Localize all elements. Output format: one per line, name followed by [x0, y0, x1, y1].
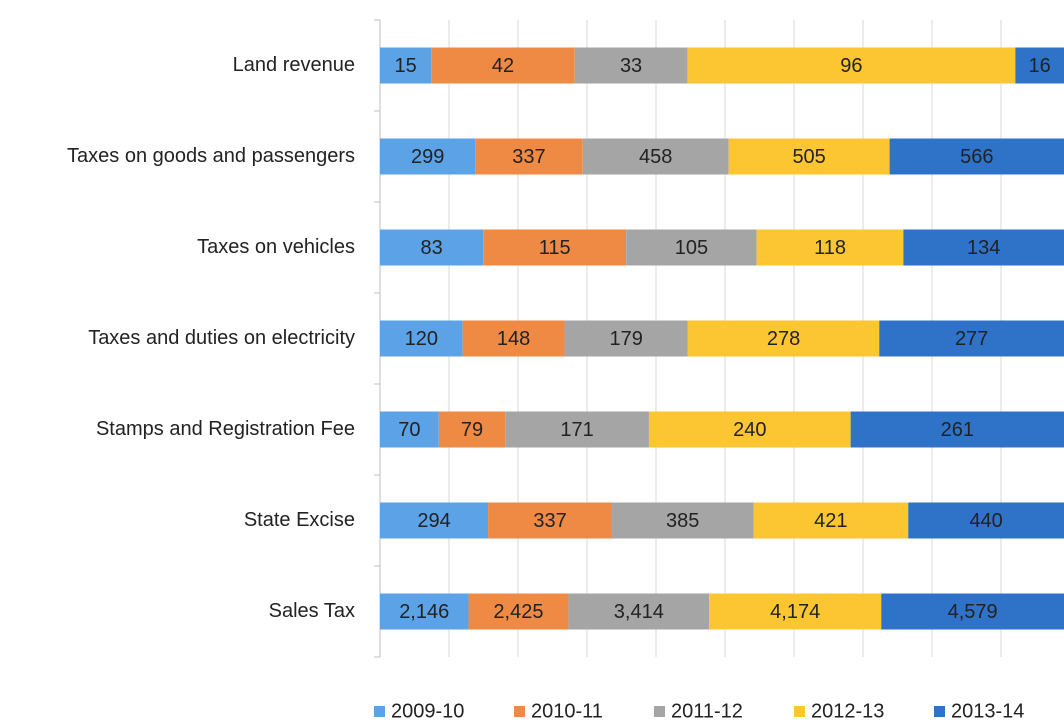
- data-label: 2,146: [399, 601, 449, 623]
- bar-segment: [753, 502, 909, 539]
- data-label: 4,174: [770, 601, 820, 623]
- bar-segment: [756, 229, 904, 266]
- bar-segment: [903, 229, 1064, 266]
- bar-segment: [1015, 47, 1064, 84]
- bar-segment: [380, 502, 489, 539]
- bar-segment: [468, 593, 569, 630]
- bar-segment: [380, 47, 432, 84]
- data-label: 4,579: [948, 601, 998, 623]
- data-label: 105: [675, 237, 708, 259]
- bar-segment: [380, 320, 463, 357]
- data-label: 16: [1029, 55, 1051, 77]
- legend-label: 2012-13: [811, 700, 884, 722]
- bar-segment: [483, 229, 627, 266]
- y-tick-label: Taxes on vehicles: [197, 236, 355, 258]
- data-label: 120: [405, 328, 438, 350]
- data-label: 440: [969, 510, 1002, 532]
- bar-segment: [626, 229, 757, 266]
- bar-segment: [908, 502, 1064, 539]
- bar-segment: [568, 593, 710, 630]
- y-tick-label: Land revenue: [233, 54, 355, 76]
- bar-segment: [380, 229, 484, 266]
- bar-segment: [380, 593, 469, 630]
- bar-segment: [881, 593, 1064, 630]
- legend-swatch: [934, 706, 945, 717]
- data-label: 33: [620, 55, 642, 77]
- data-label: 337: [512, 146, 545, 168]
- data-label: 79: [461, 419, 483, 441]
- bar-segment: [687, 47, 1016, 84]
- data-label: 96: [840, 55, 862, 77]
- bar-segment: [431, 47, 575, 84]
- legend-swatch: [514, 706, 525, 717]
- data-label: 115: [539, 237, 571, 259]
- bar-segment: [380, 411, 439, 448]
- y-tick-label: Taxes on goods and passengers: [67, 145, 355, 167]
- data-label: 566: [960, 146, 993, 168]
- data-label: 118: [814, 237, 846, 259]
- data-label: 337: [533, 510, 566, 532]
- bar-segment: [488, 502, 612, 539]
- data-label: 179: [609, 328, 642, 350]
- data-label: 15: [394, 55, 416, 77]
- legend-swatch: [794, 706, 805, 717]
- legend-label: 2011-12: [671, 700, 743, 722]
- data-label: 148: [497, 328, 530, 350]
- data-label: 83: [420, 237, 442, 259]
- bar-segment: [564, 320, 688, 357]
- bar-segment: [462, 320, 565, 357]
- bar-segment: [709, 593, 882, 630]
- data-label: 294: [417, 510, 450, 532]
- data-label: 70: [398, 419, 420, 441]
- data-label: 134: [967, 237, 1000, 259]
- data-label: 277: [955, 328, 988, 350]
- bar-segment: [648, 411, 851, 448]
- legend-label: 2013-14: [951, 700, 1024, 722]
- y-tick-label: Stamps and Registration Fee: [96, 418, 355, 440]
- bar-segment: [380, 138, 476, 175]
- y-tick-label: Taxes and duties on electricity: [88, 327, 355, 349]
- bar-segment: [438, 411, 506, 448]
- data-label: 299: [411, 146, 444, 168]
- data-label: 458: [639, 146, 672, 168]
- bar-segment: [728, 138, 890, 175]
- data-label: 171: [560, 419, 593, 441]
- data-label: 421: [814, 510, 847, 532]
- bar-segment: [879, 320, 1064, 357]
- legend-swatch: [374, 706, 385, 717]
- bar-segment: [611, 502, 754, 539]
- bar-segment: [505, 411, 649, 448]
- data-label: 3,414: [614, 601, 664, 623]
- legend-label: 2009-10: [391, 700, 464, 722]
- data-label: 42: [492, 55, 514, 77]
- data-label: 505: [792, 146, 825, 168]
- bar-segment: [850, 411, 1064, 448]
- y-tick-label: State Excise: [244, 509, 355, 531]
- data-label: 385: [666, 510, 699, 532]
- data-label: 240: [733, 419, 766, 441]
- data-label: 278: [767, 328, 800, 350]
- bar-segment: [582, 138, 729, 175]
- data-label: 261: [941, 419, 974, 441]
- bar-segment: [889, 138, 1064, 175]
- legend-label: 2010-11: [531, 700, 603, 722]
- y-tick-label: Sales Tax: [269, 600, 355, 622]
- data-label: 2,425: [493, 601, 543, 623]
- bar-segment: [687, 320, 880, 357]
- bar-segment: [574, 47, 688, 84]
- bar-segment: [475, 138, 583, 175]
- legend-swatch: [654, 706, 665, 717]
